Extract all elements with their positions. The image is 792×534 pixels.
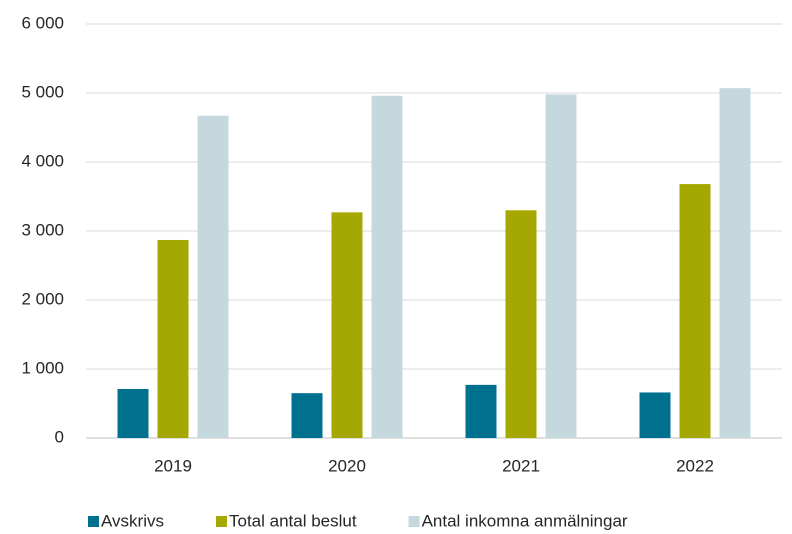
y-tick-label: 0 [55, 427, 64, 446]
legend-swatch [408, 516, 420, 527]
bar [157, 239, 189, 438]
y-tick-label: 1 000 [21, 358, 64, 377]
bar [291, 393, 323, 438]
legend-label: Avskrivs [101, 511, 164, 530]
y-tick-label: 3 000 [21, 220, 64, 239]
x-tick-label: 2022 [676, 456, 714, 475]
legend-label: Total antal beslut [229, 511, 357, 530]
legend-swatch [88, 516, 99, 527]
bar [197, 115, 229, 439]
bar [545, 94, 577, 438]
y-tick-label: 6 000 [21, 13, 64, 32]
legend-swatch [215, 516, 227, 527]
x-tick-label: 2020 [328, 456, 366, 475]
bar [505, 210, 537, 438]
y-tick-label: 5 000 [21, 82, 64, 101]
bar [465, 384, 497, 438]
bar [719, 88, 751, 439]
bar [117, 389, 149, 438]
y-tick-label: 4 000 [21, 151, 64, 170]
bar [679, 184, 711, 438]
y-tick-label: 2 000 [21, 289, 64, 308]
bar [331, 212, 363, 438]
bar [371, 95, 403, 438]
x-tick-label: 2021 [502, 456, 540, 475]
legend-label: Antal inkomna anmälningar [422, 511, 628, 530]
bar [639, 392, 671, 438]
x-tick-label: 2019 [154, 456, 192, 475]
